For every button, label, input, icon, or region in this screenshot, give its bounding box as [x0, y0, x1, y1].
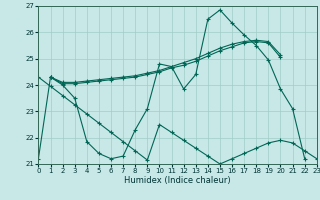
X-axis label: Humidex (Indice chaleur): Humidex (Indice chaleur)	[124, 176, 231, 185]
